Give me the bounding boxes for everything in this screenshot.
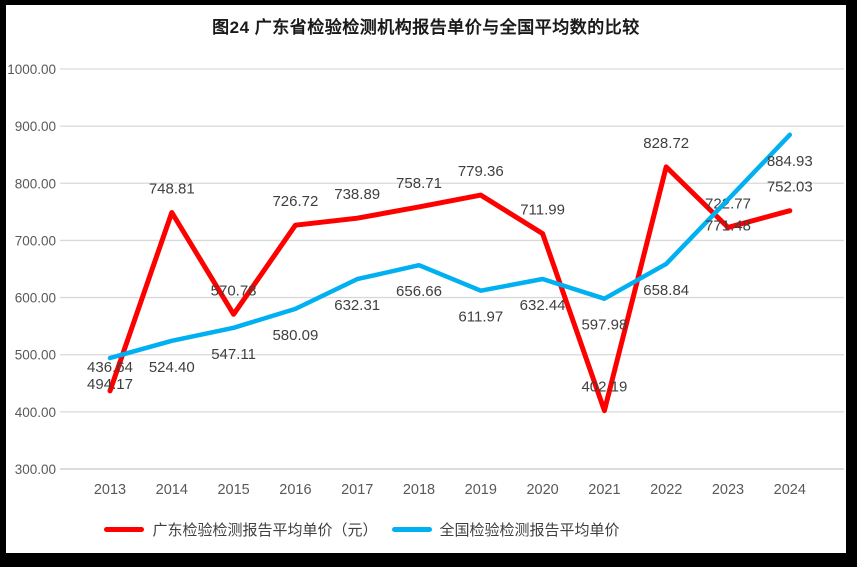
data-label: 611.97: [458, 309, 503, 326]
y-tick-label: 300.00: [15, 462, 56, 477]
x-tick-label: 2018: [403, 482, 435, 498]
legend-item-national: 全国检验检测报告平均单价: [391, 519, 620, 540]
y-tick-label: 600.00: [15, 291, 56, 306]
data-label: 738.89: [334, 186, 380, 203]
data-label: 570.78: [211, 282, 257, 299]
y-tick-label: 700.00: [15, 233, 56, 248]
y-tick-label: 800.00: [15, 176, 56, 191]
chart-canvas: [6, 5, 846, 553]
legend-item-guangdong: 广东检验检测报告平均单价（元）: [104, 519, 378, 540]
legend-swatch-guangdong: [104, 527, 145, 532]
data-label: 828.72: [643, 135, 689, 152]
chart-title: 图24 广东省检验检测机构报告单价与全国平均数的比较: [212, 18, 640, 37]
legend-label-guangdong: 广东检验检测报告平均单价（元）: [152, 522, 378, 539]
data-label: 771.48: [705, 218, 751, 235]
series-line-national: [107, 132, 793, 361]
data-label: 632.44: [520, 297, 566, 314]
x-tick-label: 2024: [774, 482, 806, 498]
data-label: 748.81: [149, 181, 195, 198]
data-label: 658.84: [643, 282, 689, 299]
x-tick-label: 2014: [156, 482, 188, 498]
x-tick-label: 2022: [650, 482, 682, 498]
x-tick-label: 2016: [279, 482, 311, 498]
data-label: 436.64: [87, 359, 133, 376]
data-label: 656.66: [396, 283, 442, 300]
y-tick-label: 500.00: [15, 348, 56, 363]
data-label: 779.36: [458, 163, 504, 180]
x-tick-label: 2017: [341, 482, 373, 498]
data-label: 632.31: [334, 297, 380, 314]
data-label: 711.99: [520, 202, 565, 219]
data-label: 884.93: [767, 153, 813, 170]
x-tick-label: 2013: [94, 482, 126, 498]
x-tick-label: 2015: [217, 482, 249, 498]
data-label: 402.19: [581, 379, 627, 396]
data-label: 597.98: [581, 317, 627, 334]
x-tick-label: 2019: [465, 482, 497, 498]
y-tick-label: 900.00: [15, 119, 56, 134]
y-tick-label: 400.00: [15, 405, 56, 420]
data-label: 494.17: [87, 376, 133, 393]
legend: 广东检验检测报告平均单价（元） 全国检验检测报告平均单价: [0, 519, 782, 540]
data-label: 752.03: [767, 179, 813, 196]
series-line-guangdong: [107, 164, 793, 414]
legend-swatch-national: [391, 527, 432, 532]
legend-label-national: 全国检验检测报告平均单价: [439, 522, 620, 539]
x-tick-label: 2021: [588, 482, 620, 498]
data-label: 580.09: [272, 327, 318, 344]
data-label: 722.77: [705, 195, 751, 212]
x-tick-label: 2020: [526, 482, 558, 498]
data-label: 726.72: [272, 193, 318, 210]
x-tick-label: 2023: [712, 482, 744, 498]
data-label: 547.11: [211, 346, 256, 363]
data-label: 758.71: [396, 175, 442, 192]
y-tick-label: 1000.00: [7, 62, 56, 77]
data-label: 524.40: [149, 359, 195, 376]
